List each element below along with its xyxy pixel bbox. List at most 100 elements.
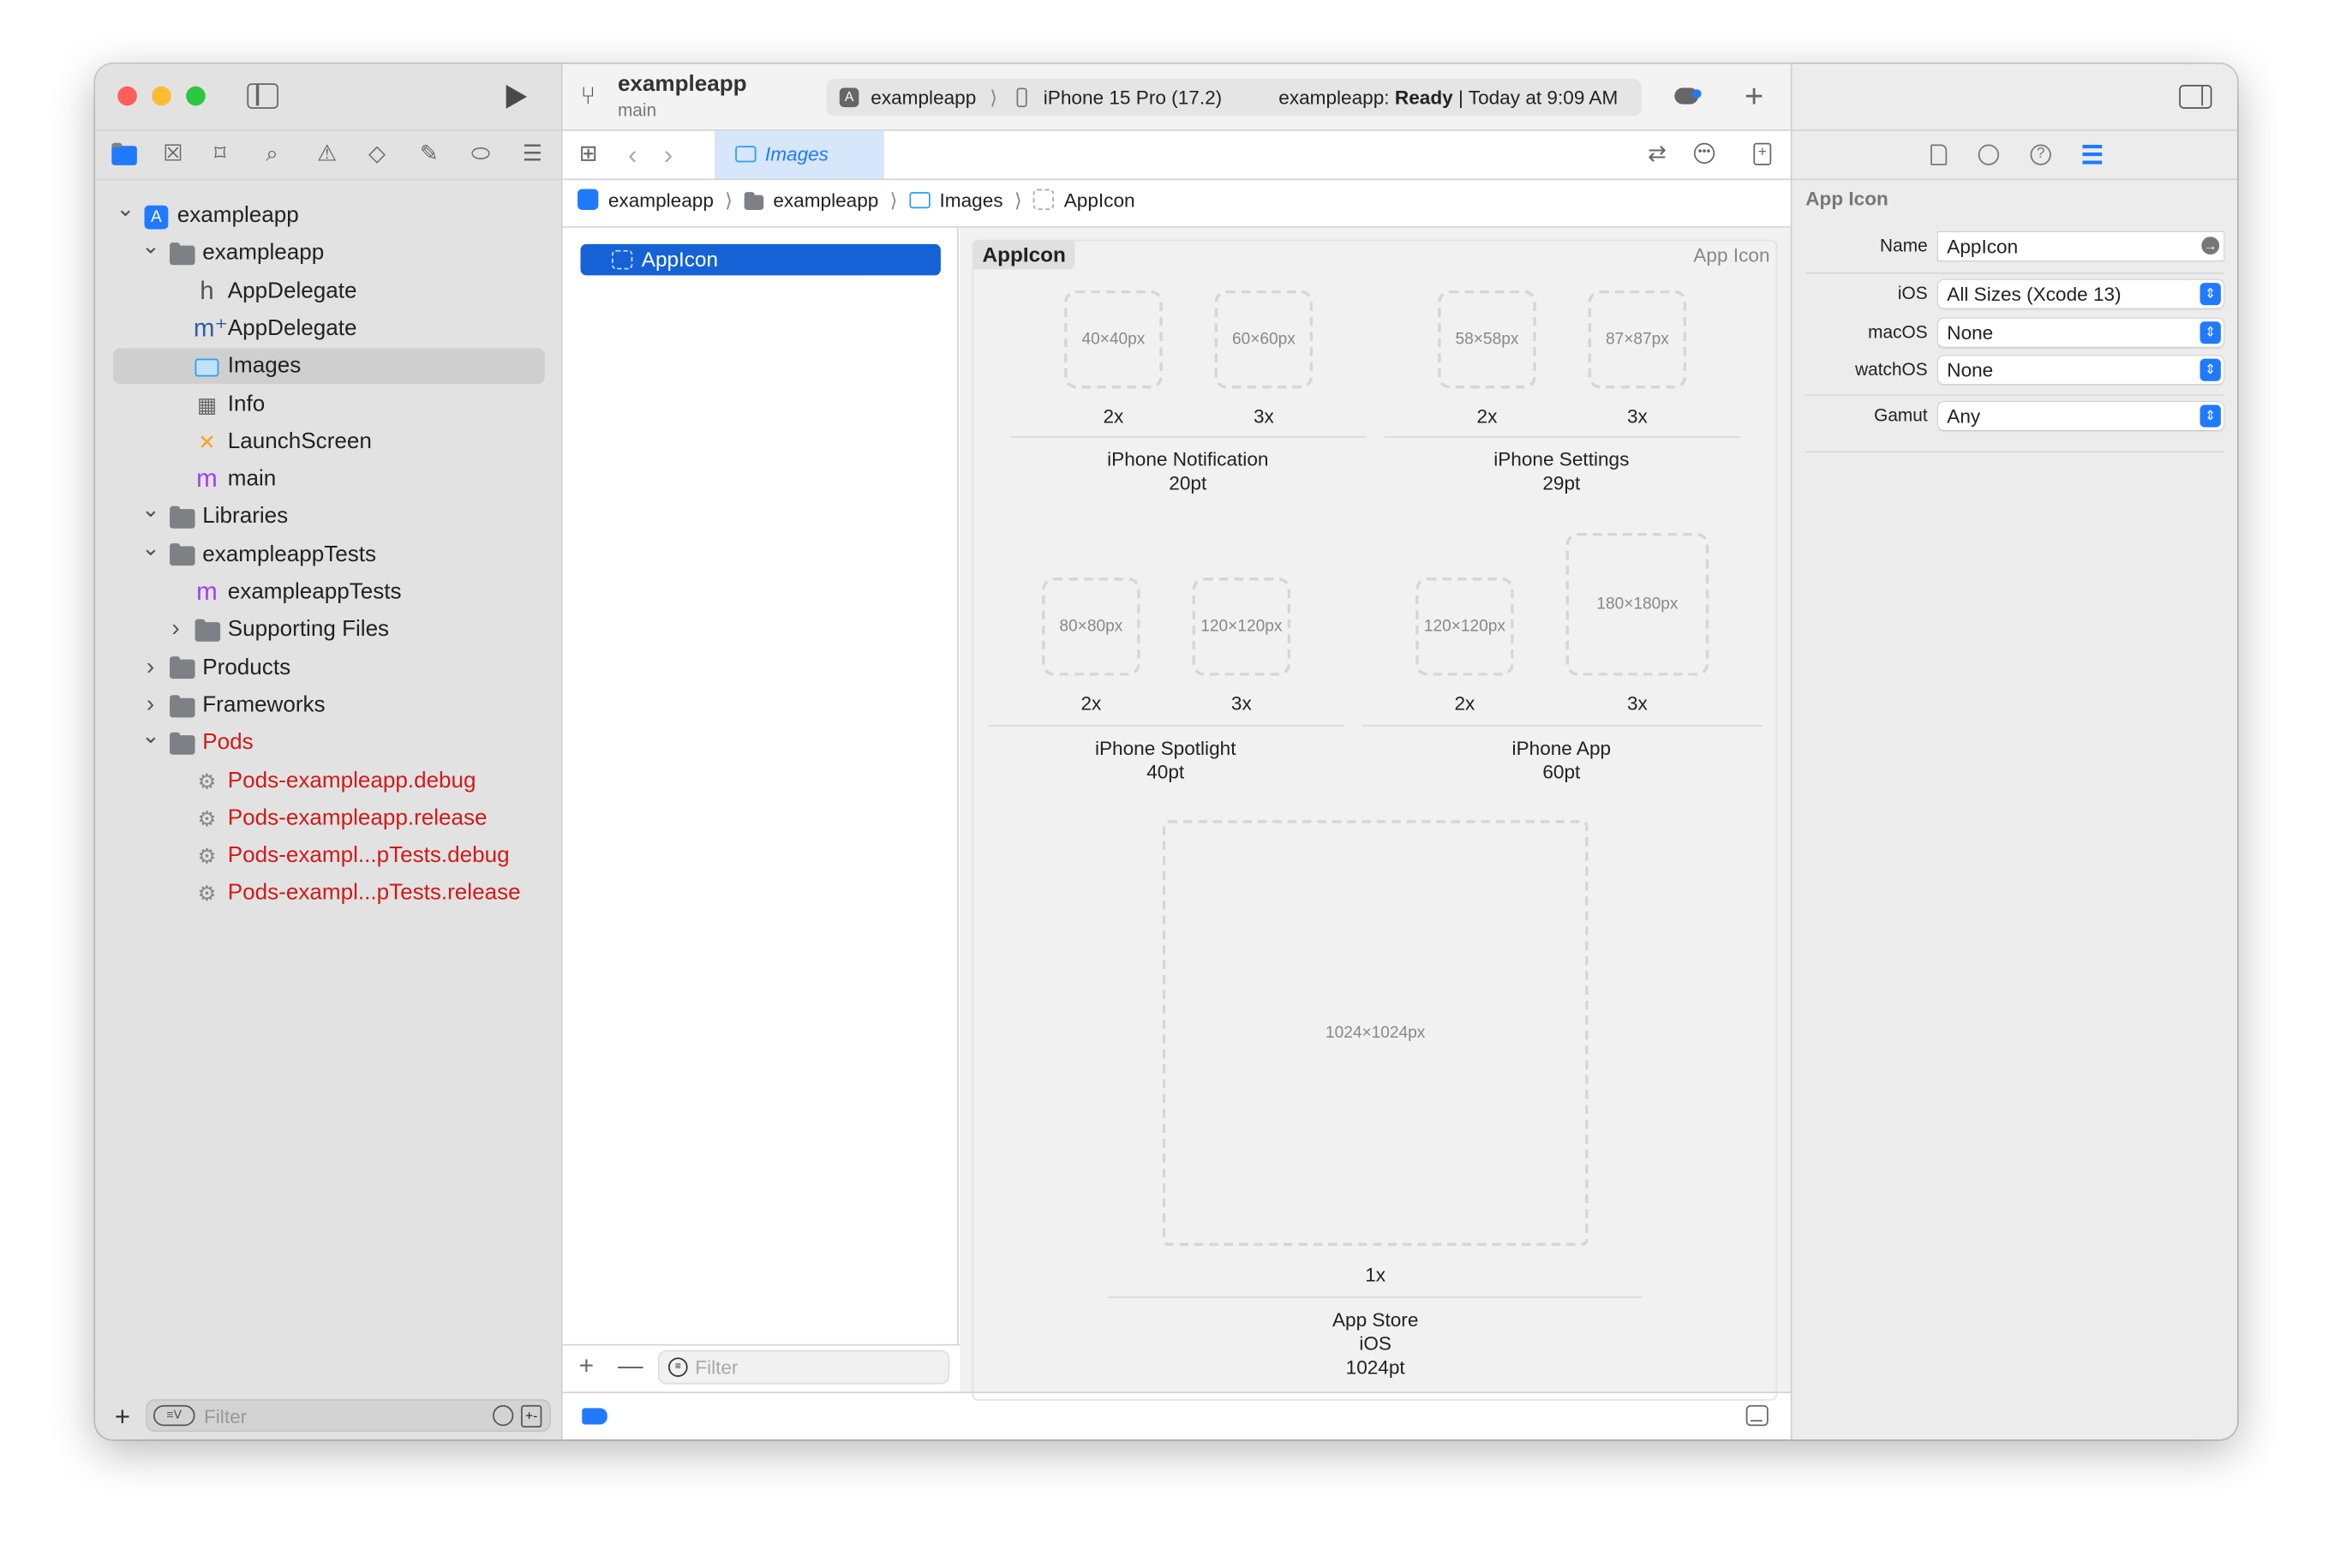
- branch-name[interactable]: main: [617, 99, 657, 121]
- breadcrumb-item[interactable]: exampleapp: [607, 189, 714, 212]
- navigator-item[interactable]: ▦ Info: [95, 386, 562, 422]
- toggle-navigator-icon[interactable]: [247, 83, 278, 109]
- navigator-item-label: Pods: [202, 729, 254, 756]
- chevron-right-icon[interactable]: ›: [146, 691, 155, 718]
- asset-filter-field[interactable]: ≡ Filter: [657, 1350, 950, 1385]
- divider: [988, 725, 1344, 727]
- icon-slot[interactable]: 87×87px: [1588, 290, 1687, 389]
- chevron-down-icon[interactable]: ⌄: [116, 196, 135, 222]
- filter-options-icon[interactable]: ≡ᐯ: [153, 1404, 195, 1427]
- chevron-down-icon[interactable]: ⌄: [141, 535, 160, 561]
- asset-item-appicon[interactable]: AppIcon: [580, 243, 941, 276]
- debug-icon[interactable]: ✎: [419, 141, 439, 167]
- folder-icon: [168, 725, 194, 761]
- remove-asset-button[interactable]: —: [617, 1351, 643, 1380]
- more-options-icon[interactable]: •••: [1693, 142, 1715, 165]
- breakpoint-icon[interactable]: ⬭: [470, 141, 491, 167]
- navigator-item[interactable]: › Supporting Files: [95, 613, 562, 649]
- project-name[interactable]: exampleapp: [617, 71, 747, 97]
- breadcrumb-item[interactable]: Images: [939, 189, 1003, 212]
- source-control-icon[interactable]: ☒: [163, 141, 183, 167]
- navigator-item-label: Pods-exampl...pTests.release: [227, 880, 521, 906]
- report-icon[interactable]: ☰: [522, 141, 543, 167]
- scheme-selector[interactable]: exampleapp: [871, 86, 977, 109]
- breadcrumb-item[interactable]: AppIcon: [1063, 189, 1135, 212]
- debug-area-indicator-icon[interactable]: [582, 1408, 607, 1425]
- navigator-item[interactable]: ⌄ exampleappTests: [95, 536, 562, 573]
- navigator-item[interactable]: › Frameworks: [95, 687, 562, 723]
- navigator-item[interactable]: ⚙ Pods-exampleapp.release: [95, 800, 562, 836]
- icon-slot[interactable]: 58×58px: [1438, 290, 1536, 389]
- bookmark-icon[interactable]: ⌑: [214, 141, 226, 167]
- name-field[interactable]: AppIcon →: [1937, 232, 2224, 261]
- icon-slot[interactable]: 120×120px: [1192, 578, 1291, 676]
- file-inspector-icon[interactable]: [1930, 144, 1948, 165]
- status-separator: |: [1457, 86, 1463, 109]
- help-inspector-icon[interactable]: ?: [2030, 144, 2051, 165]
- source-control-filter-icon[interactable]: +-: [521, 1404, 542, 1427]
- icon-slot[interactable]: 80×80px: [1042, 578, 1140, 676]
- slot-group-name: iPhone Spotlight: [1094, 736, 1236, 759]
- icon-slot[interactable]: 60×60px: [1214, 290, 1314, 389]
- icon-slot[interactable]: 1024×1024px: [1162, 820, 1589, 1247]
- navigator-item[interactable]: ⚙ Pods-exampl...pTests.debug: [95, 838, 562, 874]
- navigator-item[interactable]: h AppDelegate: [95, 273, 562, 309]
- macos-popup[interactable]: None ⇕: [1937, 318, 2224, 347]
- navigator-item[interactable]: ⚙ Pods-exampleapp.debug: [95, 763, 562, 799]
- navigator-item[interactable]: m⁺ AppDelegate: [95, 311, 562, 347]
- navigator-filter-field[interactable]: ≡ᐯ Filter +-: [146, 1398, 551, 1433]
- chevron-down-icon[interactable]: ⌄: [141, 723, 160, 750]
- navigator-item[interactable]: m exampleappTests: [95, 575, 562, 611]
- navigator-item[interactable]: ✕ LaunchScreen: [95, 424, 562, 460]
- add-asset-button[interactable]: +: [578, 1351, 595, 1380]
- slot-scale: 2x: [1454, 691, 1475, 715]
- icon-slot[interactable]: 40×40px: [1064, 290, 1163, 389]
- navigator-item[interactable]: ⌄ Pods: [95, 724, 562, 761]
- back-icon[interactable]: ‹: [628, 140, 637, 171]
- close-window-button[interactable]: [117, 86, 137, 106]
- navigator-item[interactable]: ⚙ Pods-exampl...pTests.release: [95, 876, 562, 912]
- navigator-item-label: AppDelegate: [227, 278, 357, 303]
- run-button[interactable]: [506, 85, 527, 109]
- folder-icon[interactable]: [111, 141, 137, 165]
- recent-files-icon[interactable]: [493, 1404, 514, 1427]
- attributes-inspector-icon[interactable]: ☰: [2080, 141, 2104, 171]
- breadcrumb-item[interactable]: exampleapp: [773, 189, 879, 212]
- minimize-window-button[interactable]: [152, 86, 171, 106]
- navigator-item-label: main: [227, 465, 277, 492]
- chevron-down-icon[interactable]: ⌄: [141, 234, 160, 260]
- navigator-item[interactable]: ⌄ Libraries: [95, 498, 562, 536]
- cloud-icon[interactable]: [1674, 87, 1702, 105]
- toggle-inspector-icon[interactable]: [2179, 85, 2212, 109]
- go-arrow-icon[interactable]: →: [2201, 236, 2220, 255]
- ios-popup[interactable]: All Sizes (Xcode 13) ⇕: [1937, 279, 2224, 308]
- icon-slot[interactable]: 120×120px: [1415, 578, 1514, 676]
- chevron-right-icon[interactable]: ›: [171, 616, 180, 643]
- forward-icon[interactable]: ›: [663, 140, 673, 171]
- tab-images[interactable]: Images: [714, 130, 884, 179]
- toggle-debug-area-icon[interactable]: [1745, 1404, 1768, 1427]
- warning-icon[interactable]: ⚠: [317, 141, 338, 167]
- icon-slot[interactable]: 180×180px: [1565, 532, 1709, 676]
- zoom-window-button[interactable]: [186, 86, 206, 106]
- add-button[interactable]: +: [1744, 77, 1764, 115]
- test-icon[interactable]: ◇: [368, 141, 386, 167]
- gamut-popup[interactable]: Any ⇕: [1937, 402, 2224, 431]
- swap-icon[interactable]: ⇄: [1648, 141, 1667, 167]
- search-icon[interactable]: ⌕: [266, 141, 278, 167]
- add-editor-icon[interactable]: +: [1753, 142, 1772, 165]
- destination-selector[interactable]: iPhone 15 Pro (17.2): [1043, 86, 1223, 109]
- navigator-item[interactable]: Images: [113, 348, 545, 385]
- chevron-right-icon[interactable]: ›: [146, 654, 155, 680]
- history-inspector-icon[interactable]: [1978, 144, 2000, 165]
- navigator-item[interactable]: m main: [95, 462, 562, 498]
- add-file-button[interactable]: +: [114, 1402, 131, 1433]
- navigator-item[interactable]: ⌄ exampleapp: [95, 234, 562, 272]
- related-items-icon[interactable]: ⊞: [578, 141, 598, 167]
- watchos-popup[interactable]: None ⇕: [1937, 356, 2224, 385]
- navigator-item[interactable]: › Products: [95, 649, 562, 685]
- chevron-down-icon[interactable]: ⌄: [141, 497, 160, 524]
- slot-scale: 3x: [1230, 691, 1252, 715]
